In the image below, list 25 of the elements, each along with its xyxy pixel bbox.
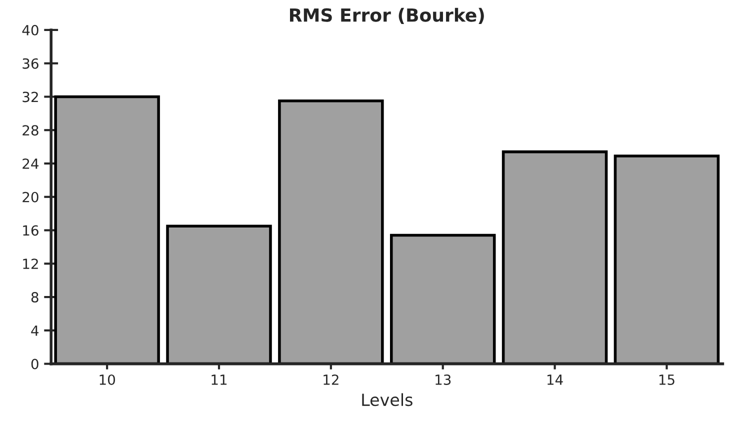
x-tick-label: 14 <box>547 374 563 385</box>
y-tick-label: 20 <box>22 192 38 202</box>
x-tick-label: 12 <box>324 374 338 385</box>
chart-title: RMS Error (Bourke) <box>290 8 484 24</box>
y-tick-label: 16 <box>23 225 38 236</box>
x-tick-label: 11 <box>212 374 227 385</box>
x-axis-title: Levels <box>362 393 412 406</box>
x-tick-label: 15 <box>659 374 674 385</box>
bar <box>278 100 384 364</box>
y-tick-label: 4 <box>31 326 39 336</box>
y-tick-label: 0 <box>31 358 38 370</box>
y-tick-label: 8 <box>31 292 38 303</box>
x-tick-label: 13 <box>436 374 451 385</box>
x-tick-label: 10 <box>100 374 115 385</box>
bar <box>166 224 272 364</box>
y-tick-label: 32 <box>22 92 38 102</box>
bar <box>614 154 720 364</box>
y-tick-label: 24 <box>22 158 39 169</box>
y-tick-label: 40 <box>22 24 38 36</box>
y-tick-label: 12 <box>23 258 38 269</box>
bar <box>390 234 496 364</box>
bar <box>502 150 608 364</box>
y-tick-label: 36 <box>22 58 38 69</box>
y-tick-label: 28 <box>22 125 38 136</box>
bar <box>54 95 160 364</box>
